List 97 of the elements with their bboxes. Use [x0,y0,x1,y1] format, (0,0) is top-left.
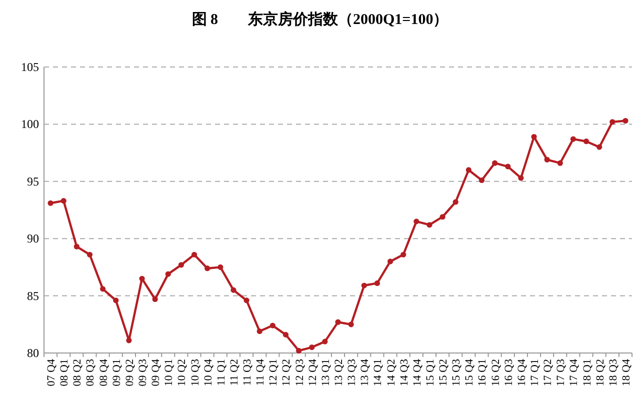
x-tick-label: 10 Q3 [189,358,202,386]
x-tick-label: 18 Q1 [581,359,594,386]
x-tick-label: 16 Q4 [516,358,528,386]
y-tick-label: 105 [21,60,39,74]
x-tick-label: 11 Q2 [228,359,240,386]
x-tick-label: 14 Q3 [398,358,410,386]
point [531,134,537,140]
x-tick-label: 11 Q1 [215,359,228,386]
x-tick-label: 09 Q1 [110,359,123,386]
point [282,332,289,338]
point [322,338,328,344]
point [518,175,524,181]
point [610,119,616,125]
point [309,344,315,350]
x-tick-label: 10 Q2 [176,359,188,386]
point [100,286,106,292]
point [165,271,171,277]
point [414,218,420,224]
point [204,266,210,272]
x-tick-label: 17 Q1 [529,359,541,386]
point [256,328,262,334]
point [191,252,198,258]
point [86,252,93,258]
point [440,214,446,220]
point [452,199,458,205]
x-tick-label: 09 Q2 [124,359,136,386]
point [505,164,511,170]
y-tick-label: 95 [27,174,39,188]
x-tick-label: 12 Q3 [294,358,306,386]
point [361,282,367,288]
chart-title: 图 8 东京房价指数（2000Q1=100） [192,10,448,28]
x-tick-label: 15 Q1 [424,359,436,386]
x-tick-label: 09 Q3 [137,358,149,386]
point [60,198,66,204]
x-tick-label: 12 Q2 [280,359,293,386]
x-tick-label: 13 Q4 [359,358,372,386]
x-tick-label: 13 Q2 [333,359,345,386]
point [126,338,132,344]
x-tick-label: 18 Q4 [620,358,632,386]
point [178,262,184,268]
x-tick-label: 14 Q2 [385,359,398,386]
point [478,177,485,184]
point [583,138,590,144]
x-tick-label: 17 Q4 [568,358,580,386]
x-tick-label: 10 Q4 [202,358,214,386]
x-tick-label: 16 Q1 [476,359,489,386]
point [270,322,276,328]
point [387,258,394,264]
x-tick-label: 15 Q3 [450,358,463,386]
point [596,144,602,150]
x-tick-label: 14 Q4 [411,358,424,386]
y-tick-label: 80 [27,346,39,360]
y-tick-label: 100 [21,117,39,132]
point [426,222,432,228]
x-tick-label: 14 Q1 [372,359,384,386]
x-tick-label: 15 Q2 [438,359,450,386]
x-tick-label: 07 Q4 [46,358,58,386]
point [348,322,354,328]
point [139,276,145,282]
y-tick-label: 90 [27,232,39,246]
x-tick-label: 11 Q4 [254,358,267,386]
point [335,319,341,325]
x-tick-label: 12 Q1 [268,359,280,386]
point [48,200,54,206]
point [400,252,406,258]
x-tick-label: 18 Q3 [607,358,620,386]
x-tick-label: 16 Q2 [490,359,502,386]
x-tick-label: 08 Q4 [98,358,110,386]
point [622,118,628,124]
x-tick-label: 13 Q3 [346,358,358,386]
x-tick-label: 18 Q2 [594,359,606,386]
point [230,287,236,293]
y-tick-label: 85 [27,288,39,303]
point [244,298,250,304]
point [152,296,158,302]
x-tick-label: 08 Q2 [72,359,84,386]
point [74,244,80,250]
point [466,167,472,173]
x-tick-label: 10 Q1 [163,359,176,386]
point [113,298,119,304]
x-tick-label: 11 Q3 [242,358,254,386]
point [296,348,302,354]
point [544,156,550,162]
point [374,280,380,286]
x-tick-label: 15 Q4 [464,358,476,386]
x-tick-label: 17 Q3 [555,358,568,386]
point [218,264,224,270]
x-tick-label: 16 Q3 [502,358,515,386]
x-tick-label: 09 Q4 [150,358,162,386]
x-tick-label: 08 Q3 [84,358,97,386]
x-tick-label: 12 Q4 [306,358,319,386]
x-tick-label: 13 Q1 [320,359,332,386]
x-tick-label: 08 Q1 [58,359,71,386]
point [570,136,576,142]
point [492,160,498,166]
x-tick-label: 17 Q2 [542,359,554,386]
point [557,160,563,166]
